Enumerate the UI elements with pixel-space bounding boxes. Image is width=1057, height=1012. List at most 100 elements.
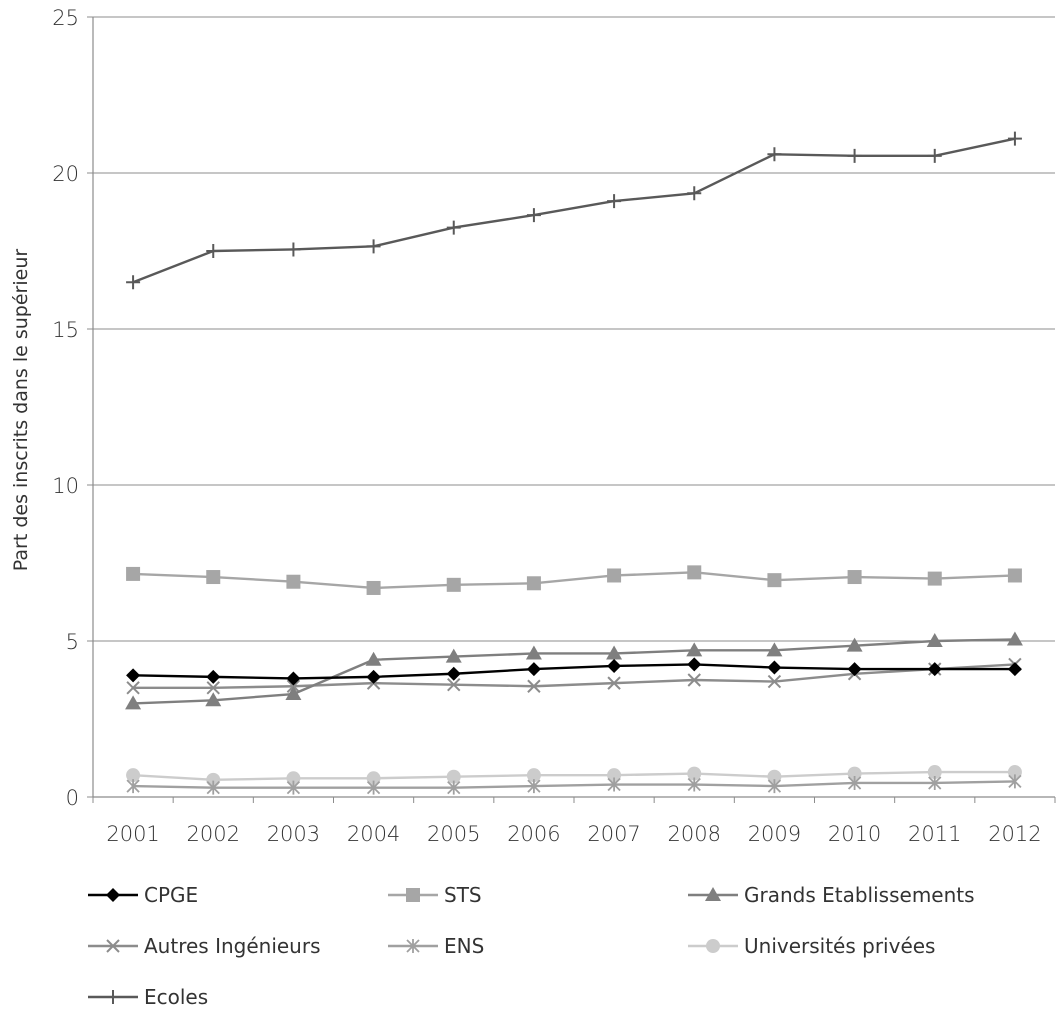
legend-label: Grands Etablissements	[744, 883, 975, 907]
legend-label: STS	[444, 883, 482, 907]
series-line	[133, 638, 1015, 705]
data-point	[206, 244, 221, 258]
data-point	[607, 194, 622, 209]
x-tick-label: 2012	[988, 822, 1041, 846]
data-point	[927, 571, 942, 586]
data-point	[527, 779, 541, 794]
x-tick-label: 2003	[267, 822, 320, 846]
legend-item: Grands Etablissements	[688, 883, 975, 907]
series-line	[133, 663, 1015, 689]
legend-item: ENS	[388, 934, 484, 958]
y-tick-label: 15	[52, 318, 79, 342]
series-line	[132, 137, 1016, 284]
data-point	[846, 637, 863, 652]
data-point	[766, 642, 783, 657]
legend-label: Autres Ingénieurs	[144, 934, 321, 958]
data-point	[526, 768, 541, 783]
data-point	[1007, 568, 1022, 583]
data-point	[286, 574, 301, 589]
legend-item: CPGE	[88, 883, 198, 907]
data-point	[285, 686, 302, 701]
y-tick-label: 25	[52, 6, 79, 30]
y-axis-title: Part des inscrits dans le supérieur	[10, 249, 32, 572]
series-line	[133, 571, 1015, 590]
data-point	[365, 651, 382, 666]
legend-marker	[106, 939, 120, 953]
series-line	[133, 780, 1015, 789]
data-point	[126, 275, 141, 290]
data-point	[607, 768, 622, 783]
legend-item: STS	[388, 883, 482, 907]
legend-label: Universités privées	[744, 934, 935, 958]
data-point	[606, 645, 623, 660]
data-point	[445, 648, 462, 663]
series-universit-s-priv-es	[126, 765, 1022, 787]
legend-item: Universités privées	[688, 934, 935, 958]
x-tick-label: 2010	[828, 822, 881, 846]
data-point	[205, 692, 222, 707]
data-point	[366, 580, 381, 595]
x-tick-label: 2011	[908, 822, 961, 846]
data-point	[447, 677, 461, 692]
data-point	[525, 645, 542, 660]
series-ecoles	[126, 131, 1022, 290]
legend-marker	[106, 990, 120, 1004]
data-point	[927, 662, 942, 677]
data-point	[687, 657, 702, 672]
data-point	[767, 573, 782, 588]
series-ens	[126, 774, 1022, 795]
legend-marker	[406, 888, 420, 902]
data-point	[446, 577, 461, 592]
data-point	[366, 771, 381, 786]
series-line	[133, 663, 1015, 680]
data-point	[847, 148, 862, 163]
data-point	[607, 658, 622, 673]
series-autres-ing-nieurs	[126, 657, 1022, 695]
series-cpge	[126, 657, 1022, 686]
data-point	[526, 576, 541, 591]
data-point	[686, 642, 703, 657]
y-tick-label: 0	[66, 786, 79, 810]
data-point	[607, 676, 621, 690]
data-point	[767, 660, 782, 675]
data-point	[1008, 774, 1022, 789]
y-tick-label: 5	[66, 630, 79, 654]
data-point	[607, 777, 621, 792]
data-point	[767, 779, 782, 794]
legend-marker	[705, 887, 721, 901]
data-point	[527, 679, 541, 693]
data-point	[928, 775, 942, 790]
data-point	[366, 780, 381, 795]
data-point	[687, 565, 702, 580]
legend-item: Autres Ingénieurs	[88, 934, 321, 958]
data-point	[126, 768, 141, 783]
data-point	[607, 568, 622, 583]
data-point	[926, 633, 943, 647]
x-tick-label: 2001	[106, 822, 159, 846]
data-point	[286, 780, 301, 795]
legend-label: ENS	[444, 934, 484, 958]
data-point	[1007, 662, 1022, 677]
data-point	[687, 777, 701, 792]
y-tick-labels: 0 5 10 15 20 25	[52, 6, 79, 810]
data-point	[126, 566, 141, 581]
x-tick-label: 2002	[187, 822, 240, 846]
data-point	[447, 780, 461, 795]
data-point	[446, 220, 461, 235]
data-point	[366, 239, 381, 254]
legend-marker	[706, 939, 720, 953]
y-tick-label: 10	[52, 474, 79, 498]
axes	[92, 17, 1056, 803]
data-point	[1006, 631, 1023, 646]
data-point	[767, 147, 782, 162]
series-grands-etablissements	[125, 631, 1023, 710]
data-point	[687, 186, 702, 201]
gridlines	[87, 16, 1055, 798]
data-point	[526, 662, 541, 677]
data-point	[927, 148, 942, 163]
x-tick-labels: 2001 2002 2003 2004 2005 2006 2007 2008 2009 2010…	[106, 822, 1041, 846]
data-point	[1007, 765, 1022, 780]
legend-marker	[406, 939, 420, 953]
data-point	[286, 242, 301, 257]
legend: CPGE STS Grands Etablissements Autres Ingén…	[88, 883, 975, 1009]
